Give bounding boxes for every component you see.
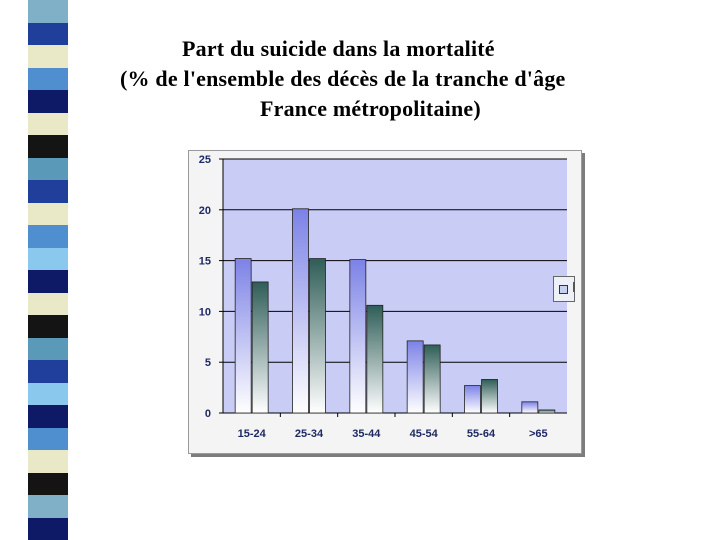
x-tick-label: 25-34 xyxy=(295,428,324,440)
stripe-block xyxy=(28,247,68,270)
stripe-block xyxy=(28,405,68,428)
bar-55-64-s1 xyxy=(464,385,481,414)
legend-marker xyxy=(573,282,578,292)
stripe-block xyxy=(28,90,68,113)
bar-25-34-s1 xyxy=(292,208,309,414)
x-tick-label: 45-54 xyxy=(410,428,439,440)
x-tick-label: 35-44 xyxy=(352,428,381,440)
plot-area xyxy=(223,159,567,413)
bar-35-44-s1 xyxy=(349,259,367,414)
stripe-block xyxy=(28,202,68,225)
stripe-block xyxy=(28,360,68,383)
stripe-block xyxy=(28,270,68,293)
stripe-block xyxy=(28,67,68,90)
bar-45-54-s1 xyxy=(406,340,424,414)
title-line-3: France métropolitaine) xyxy=(260,96,481,121)
legend-swatch xyxy=(559,285,568,294)
stripe-block xyxy=(28,337,68,360)
stripe-block xyxy=(28,0,68,23)
chart-container: 0 5 10 15 20 25 15-24 25-34 35-44 45-54 55-64 >65 xyxy=(188,150,582,454)
stripe-block xyxy=(28,180,68,203)
stripe-block xyxy=(28,450,68,473)
stripe-block xyxy=(28,112,68,135)
stripe-block xyxy=(28,135,68,158)
x-tick-label: 15-24 xyxy=(238,428,267,440)
bar-chart: 0 5 10 15 20 25 15-24 25-34 35-44 45-54 55-64 >65 xyxy=(199,154,567,440)
bar->65-s1 xyxy=(521,401,539,414)
y-tick-label: 10 xyxy=(199,306,211,318)
slide-title: Part du suicide dans la mortalité (% de … xyxy=(110,34,690,124)
stripe-block xyxy=(28,225,68,248)
y-tick-label: 15 xyxy=(199,256,211,268)
x-tick-label: >65 xyxy=(529,428,548,440)
title-line-1: Part du suicide dans la mortalité xyxy=(182,36,495,61)
y-tick-label: 5 xyxy=(205,357,211,369)
bar-45-54-s2 xyxy=(423,344,441,414)
legend xyxy=(553,276,575,302)
decorative-stripe xyxy=(28,0,68,540)
y-tick-label: 25 xyxy=(199,154,211,166)
stripe-block xyxy=(28,157,68,180)
stripe-block xyxy=(28,315,68,338)
stripe-block xyxy=(28,427,68,450)
bar-15-24-s1 xyxy=(234,258,252,414)
bar-15-24-s2 xyxy=(251,281,269,414)
stripe-block xyxy=(28,45,68,68)
stripe-block xyxy=(28,22,68,45)
stripe-block xyxy=(28,292,68,315)
stripe-block xyxy=(28,517,68,540)
x-tick-label: 55-64 xyxy=(467,428,496,440)
bar-35-44-s2 xyxy=(366,304,384,414)
bar-25-34-s2 xyxy=(309,258,326,414)
y-tick-label: 0 xyxy=(205,408,211,420)
stripe-block xyxy=(28,495,68,518)
y-tick-label: 20 xyxy=(199,205,211,217)
stripe-block xyxy=(28,382,68,405)
bar-55-64-s2 xyxy=(481,379,498,414)
bar->65-s2 xyxy=(538,409,556,414)
stripe-block xyxy=(28,472,68,495)
title-line-2: (% de l'ensemble des décès de la tranche… xyxy=(120,66,566,91)
